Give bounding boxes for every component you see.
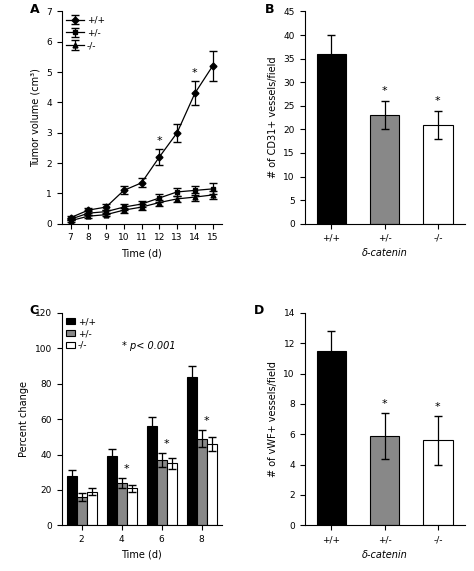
Text: *: * [124, 464, 129, 474]
Bar [117, 483, 127, 525]
Bar [207, 444, 217, 525]
Bar [370, 436, 399, 525]
Text: *: * [192, 67, 198, 78]
Text: *: * [156, 136, 162, 146]
Y-axis label: Tumor volume (cm³): Tumor volume (cm³) [31, 68, 41, 167]
Bar [370, 115, 399, 224]
Bar [187, 377, 197, 525]
Text: *: * [435, 96, 441, 106]
Bar [317, 54, 346, 224]
Legend: +/+, +/-, -/-: +/+, +/-, -/- [66, 317, 96, 350]
X-axis label: Time (d): Time (d) [121, 248, 162, 258]
X-axis label: δ-catenin: δ-catenin [362, 550, 408, 560]
Text: B: B [264, 3, 274, 16]
Text: C: C [30, 304, 39, 317]
Bar [317, 351, 346, 525]
Y-axis label: # of CD31+ vessels/field: # of CD31+ vessels/field [268, 57, 278, 178]
Bar [107, 456, 117, 525]
Text: A: A [30, 3, 39, 16]
Bar [87, 492, 97, 525]
Bar [423, 124, 453, 224]
Bar [197, 439, 207, 525]
Bar [146, 426, 156, 525]
X-axis label: Time (d): Time (d) [121, 550, 162, 560]
Text: *: * [164, 439, 169, 449]
Y-axis label: Percent change: Percent change [19, 381, 29, 457]
X-axis label: δ-catenin: δ-catenin [362, 248, 408, 258]
Bar [423, 440, 453, 525]
Bar [156, 460, 166, 525]
Y-axis label: # of vWF+ vessels/field: # of vWF+ vessels/field [268, 361, 278, 477]
Bar [67, 476, 77, 525]
Text: D: D [254, 304, 264, 317]
Text: *: * [382, 86, 387, 96]
Text: *: * [435, 401, 441, 412]
Bar [127, 488, 137, 525]
Text: *: * [382, 399, 387, 408]
Bar [166, 464, 176, 525]
Legend: +/+, +/-, -/-: +/+, +/-, -/- [66, 16, 105, 50]
Bar [77, 497, 87, 525]
Text: * p< 0.001: * p< 0.001 [122, 340, 176, 351]
Text: *: * [204, 416, 210, 426]
